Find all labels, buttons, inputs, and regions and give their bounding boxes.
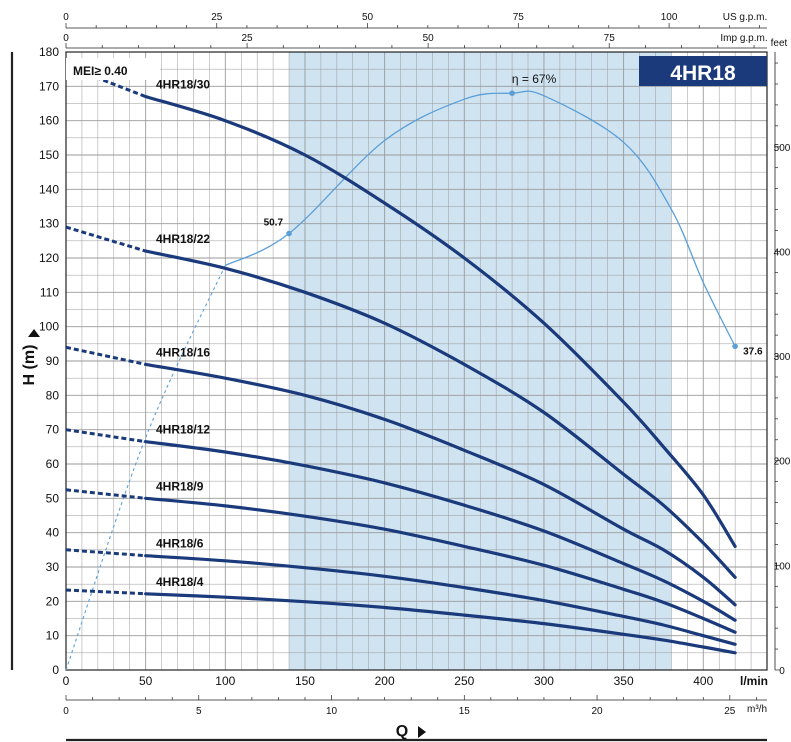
impgpm-tick-label: 50 [423, 33, 435, 44]
efficiency-curve [225, 90, 736, 347]
impgpm-unit-label: Imp g.p.m. [720, 33, 767, 44]
feet-tick-label: 500 [774, 143, 791, 154]
mei-badge: MEI≥ 0.40 [73, 64, 128, 78]
m3h-tick-label: 25 [724, 706, 736, 717]
feet-tick-label: 200 [774, 457, 791, 468]
x-tick-label: 0 [63, 674, 70, 688]
pump-curve-dashed [65, 488, 146, 500]
feet-tick-label: 400 [774, 247, 791, 258]
y-tick-label: 150 [39, 148, 59, 162]
m3h-tick-label: 15 [459, 706, 471, 717]
pump-curve [144, 496, 737, 634]
y-tick-label: 10 [46, 629, 60, 643]
m3h-unit-label: m³/h [747, 704, 767, 715]
pump-curve-label: 4HR18/12 [156, 423, 210, 437]
feet-tick-label: 0 [779, 666, 785, 677]
efficiency-curve-dashed [65, 265, 226, 671]
impgpm-tick-label: 75 [604, 33, 616, 44]
pump-curve [144, 554, 737, 646]
usgpm-unit-label: US g.p.m. [723, 12, 767, 23]
pump-curve-dashed [65, 428, 146, 444]
y-tick-label: 80 [46, 388, 60, 402]
pump-curve-label: 4HR18/4 [156, 575, 204, 589]
y-tick-label: 30 [46, 560, 60, 574]
pump-curve [144, 249, 737, 579]
x-tick-label: 100 [215, 674, 235, 688]
usgpm-tick-label: 50 [362, 12, 374, 23]
efficiency-label-start: 50.7 [264, 218, 284, 229]
pump-curve-label: 4HR18/30 [156, 78, 210, 92]
m3h-tick-label: 10 [326, 706, 338, 717]
efficiency-peak-label: η = 67% [512, 72, 557, 86]
pump-curve-label: 4HR18/6 [156, 537, 204, 551]
title-badge-bg [639, 56, 767, 86]
efficiency-point [286, 230, 292, 237]
x-tick-label: 350 [614, 674, 634, 688]
mei-badge-bg [66, 58, 160, 80]
y-axis-arrow-icon [28, 329, 40, 337]
pump-curve-dashed [65, 548, 146, 558]
pump-curve-dashed [65, 588, 146, 596]
y-tick-label: 110 [40, 285, 59, 299]
feet-tick-label: 300 [774, 352, 791, 363]
y-tick-label: 140 [39, 182, 59, 196]
pump-curve-dashed [65, 64, 147, 98]
y-tick-label: 20 [46, 594, 60, 608]
usgpm-tick-label: 25 [211, 12, 223, 23]
usgpm-tick-label: 0 [63, 12, 69, 23]
feet-unit-label: feet [771, 38, 788, 49]
m3h-tick-label: 0 [63, 706, 69, 717]
efficiency-point [732, 343, 738, 350]
pump-curve-dashed [65, 225, 147, 253]
pump-curve [144, 95, 737, 548]
y-tick-label: 180 [39, 45, 59, 59]
x-tick-label: 150 [295, 674, 315, 688]
pump-curve-label: 4HR18/9 [156, 479, 204, 493]
impgpm-tick-label: 0 [63, 33, 69, 44]
m3h-tick-label: 20 [591, 706, 603, 717]
pump-curve [144, 592, 737, 655]
y-tick-label: 40 [46, 526, 60, 540]
feet-tick-label: 100 [774, 561, 791, 572]
pump-curve-label: 4HR18/22 [156, 232, 210, 246]
efficiency-label-end: 37.6 [743, 346, 763, 357]
usgpm-tick-label: 75 [513, 12, 525, 23]
m3h-tick-label: 5 [196, 706, 202, 717]
impgpm-tick-label: 25 [242, 33, 254, 44]
x-axis-arrow-icon [418, 726, 426, 738]
usgpm-tick-label: 100 [661, 12, 678, 23]
y-tick-label: 90 [46, 354, 60, 368]
pump-curve [144, 440, 737, 622]
x-axis-title: Q [396, 723, 408, 740]
y-tick-label: 160 [39, 114, 59, 128]
pump-curve-dashed [65, 345, 147, 366]
pump-curve-label: 4HR18/16 [156, 345, 210, 359]
y-tick-label: 50 [46, 491, 60, 505]
x-tick-label: 50 [139, 674, 153, 688]
y-tick-label: 170 [39, 79, 59, 93]
chart-title: 4HR18 [670, 62, 736, 85]
x-tick-label: 200 [375, 674, 395, 688]
y-tick-label: 120 [39, 251, 59, 265]
y-tick-label: 100 [39, 320, 59, 334]
y-tick-label: 60 [46, 457, 60, 471]
x-unit-label: l/min [740, 674, 768, 688]
efficiency-point [509, 90, 515, 96]
pump-curve [144, 362, 737, 607]
y-tick-label: 130 [39, 217, 59, 231]
y-tick-label: 70 [46, 423, 60, 437]
x-tick-label: 400 [693, 674, 713, 688]
x-tick-label: 300 [534, 674, 554, 688]
y-tick-label: 0 [52, 663, 59, 677]
x-tick-label: 250 [454, 674, 474, 688]
y-axis-title: H (m) [21, 345, 38, 386]
plot-frame [65, 51, 768, 671]
